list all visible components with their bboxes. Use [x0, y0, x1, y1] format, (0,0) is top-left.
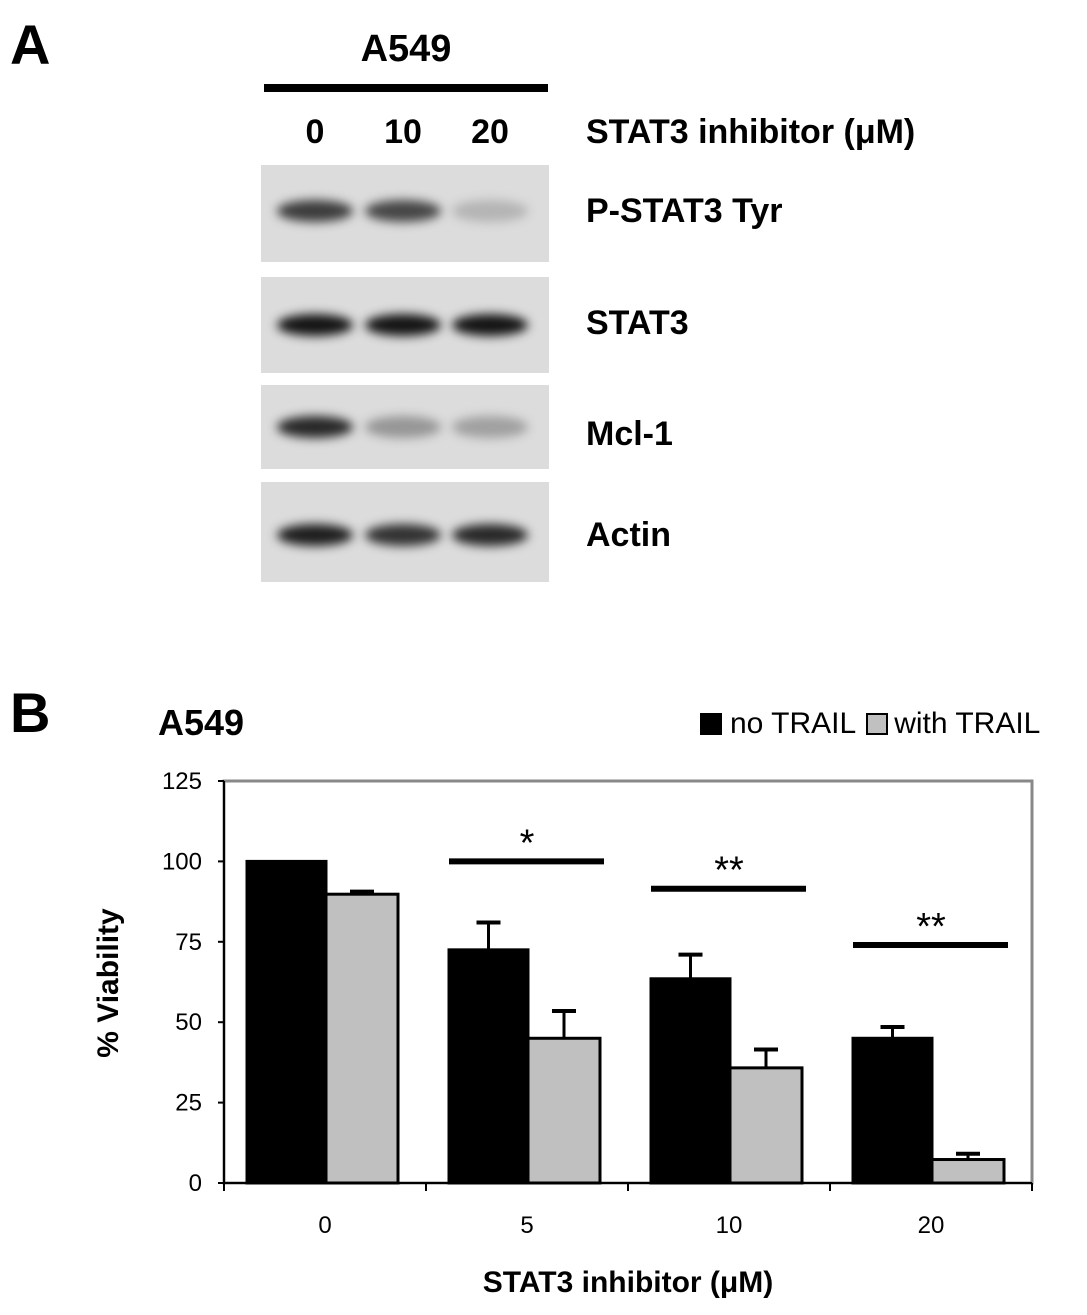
- blot-label-stat3: STAT3: [586, 304, 689, 342]
- legend: no TRAIL with TRAIL: [700, 707, 1040, 741]
- treatment-label: STAT3 inhibitor (μM): [586, 113, 916, 151]
- blot-band: [365, 416, 441, 438]
- y-tick-label: 50: [175, 1009, 202, 1036]
- y-tick-label: 0: [189, 1170, 202, 1197]
- blot-band: [277, 314, 353, 336]
- legend-swatch-no-trail: [700, 713, 722, 735]
- blot-band: [277, 199, 353, 222]
- significance-marker: **: [714, 850, 744, 892]
- blot-stat3: [261, 277, 549, 373]
- bar-no-trail: [447, 948, 530, 1185]
- blot-band: [365, 199, 441, 222]
- lane-label: 20: [471, 113, 509, 151]
- y-tick-label: 75: [175, 929, 202, 956]
- x-tick-label: 20: [918, 1212, 945, 1239]
- bar-with-trail: [930, 1158, 1006, 1185]
- blot-band: [277, 524, 353, 546]
- blot-band: [452, 524, 528, 546]
- panel-a-letter: A: [10, 13, 51, 76]
- bar-no-trail: [851, 1036, 934, 1185]
- blot-band: [452, 199, 528, 222]
- legend-label: with TRAIL: [894, 707, 1041, 740]
- blot-p-stat3: [261, 165, 549, 262]
- significance-marker: **: [916, 906, 946, 948]
- bar-no-trail: [649, 977, 732, 1185]
- x-tick-label: 0: [318, 1212, 331, 1239]
- cell-line-label: A549: [360, 28, 452, 70]
- y-axis-title: % Viability: [92, 908, 125, 1058]
- blot-band: [277, 416, 353, 438]
- bar-with-trail: [728, 1066, 804, 1185]
- blot-band: [452, 416, 528, 438]
- x-tick-label: 5: [520, 1212, 533, 1239]
- blot-mcl1: [261, 385, 549, 469]
- cell-line-bar: [264, 84, 548, 92]
- bar-with-trail: [526, 1036, 602, 1185]
- legend-swatch-with-trail: [866, 713, 889, 735]
- blot-label-p-stat3: P-STAT3 Tyr: [586, 192, 783, 230]
- blot-band: [365, 524, 441, 546]
- legend-label: no TRAIL: [730, 707, 857, 740]
- y-tick-label: 100: [162, 848, 202, 875]
- panel-b-letter: B: [10, 681, 51, 744]
- blot-band: [365, 314, 441, 336]
- y-tick-label: 125: [162, 768, 202, 795]
- x-tick-label: 10: [716, 1212, 743, 1239]
- lane-label: 10: [384, 113, 422, 151]
- significance-marker: *: [520, 822, 535, 864]
- lane-label: 0: [305, 113, 325, 151]
- x-axis-title: STAT3 inhibitor (μM): [483, 1266, 774, 1299]
- blot-actin: [261, 482, 549, 582]
- blot-band: [452, 314, 528, 336]
- chart-title: A549: [158, 702, 245, 743]
- blot-label-actin: Actin: [586, 516, 671, 554]
- bar-with-trail: [324, 892, 400, 1185]
- bar-no-trail: [245, 859, 328, 1185]
- y-tick-label: 25: [175, 1090, 202, 1117]
- blot-label-mcl1: Mcl-1: [586, 415, 673, 453]
